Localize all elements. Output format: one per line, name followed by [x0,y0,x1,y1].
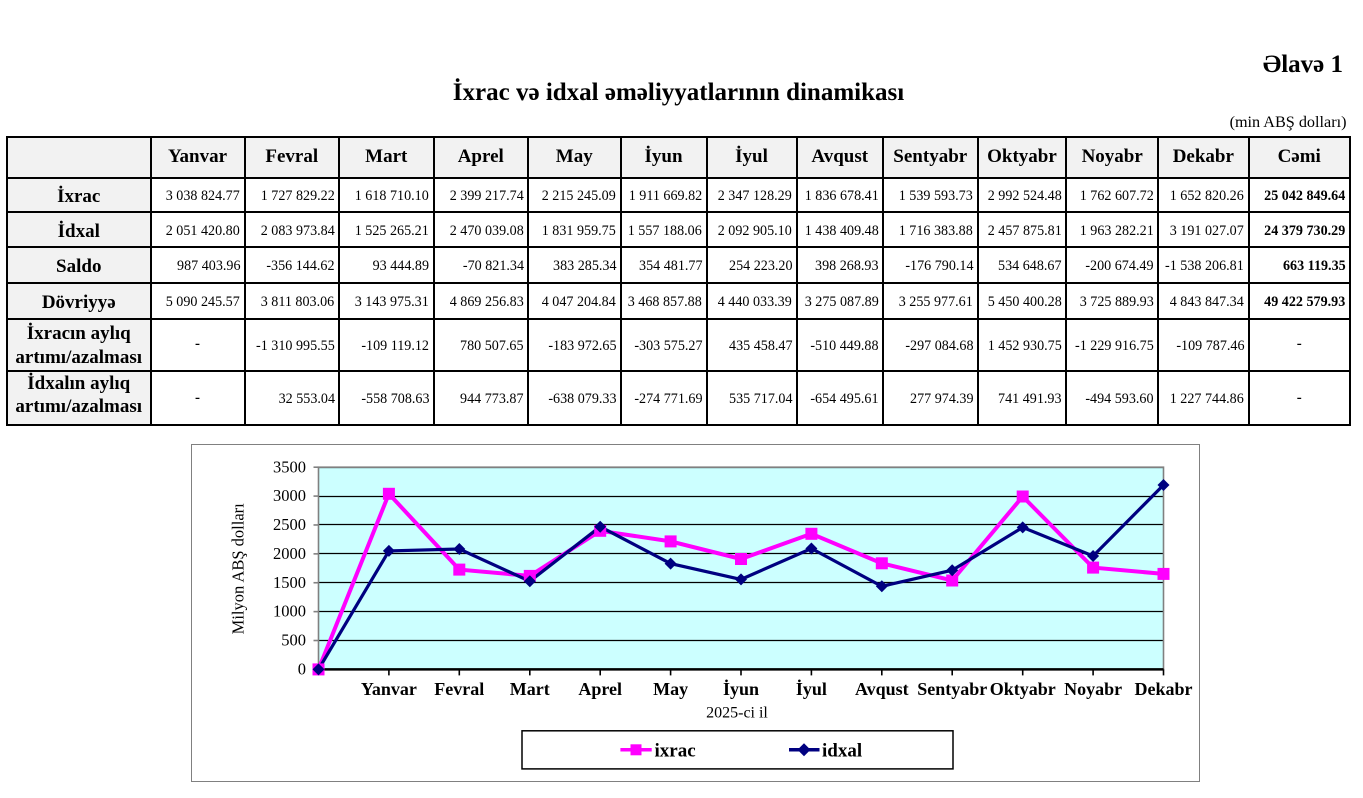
svg-text:Mart: Mart [510,679,550,699]
svg-text:Aprel: Aprel [578,679,622,699]
svg-text:Sentyabr: Sentyabr [917,679,987,699]
svg-text:Oktyabr: Oktyabr [990,679,1056,699]
svg-text:1500: 1500 [273,572,306,591]
svg-text:idxal: idxal [822,740,862,761]
svg-text:İyun: İyun [723,679,759,699]
svg-text:3500: 3500 [273,457,306,476]
svg-text:500: 500 [281,630,306,649]
svg-text:2025-ci il: 2025-ci il [706,704,768,721]
svg-text:Milyon ABŞ dolları: Milyon ABŞ dolları [229,502,248,634]
svg-text:ixrac: ixrac [655,740,696,761]
svg-text:Dekabr: Dekabr [1135,679,1193,699]
svg-text:2500: 2500 [273,515,306,534]
svg-text:1000: 1000 [273,601,306,620]
svg-text:3000: 3000 [273,486,306,505]
svg-text:İyul: İyul [796,679,827,699]
svg-text:0: 0 [298,659,306,678]
svg-text:Fevral: Fevral [434,679,484,699]
svg-text:Avqust: Avqust [855,679,909,699]
svg-text:Yanvar: Yanvar [361,679,417,699]
svg-text:Noyabr: Noyabr [1064,679,1122,699]
svg-text:May: May [653,679,688,699]
svg-text:2000: 2000 [273,543,306,562]
